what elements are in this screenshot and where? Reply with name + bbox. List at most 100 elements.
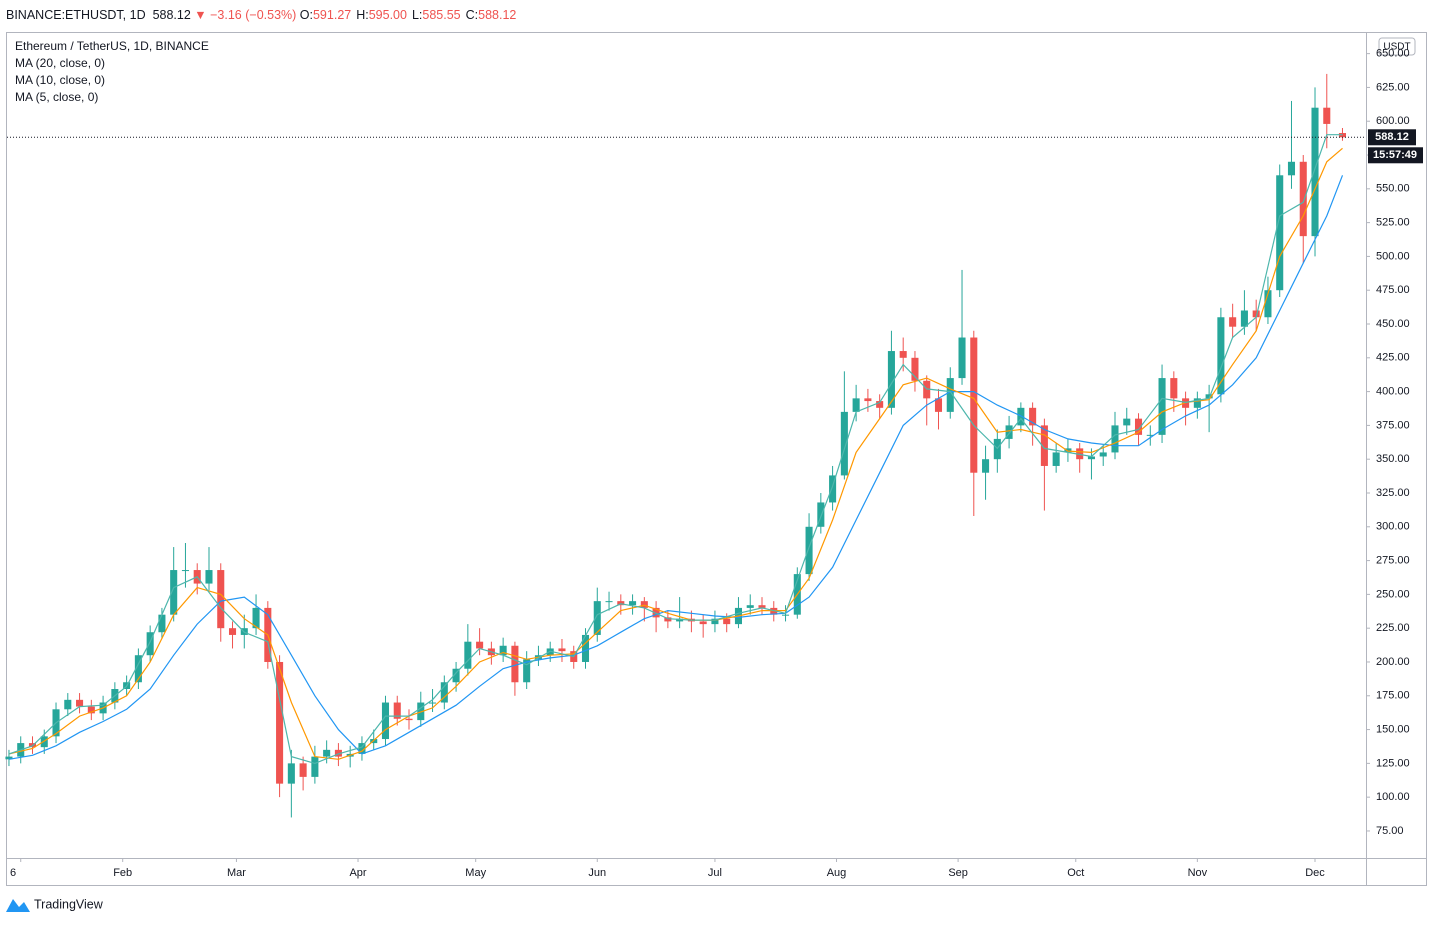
frame [6,32,1427,886]
chart-title: Ethereum / TetherUS, 1D, BINANCE [15,39,209,53]
candle-body [664,617,672,622]
candle-body [311,756,319,777]
candle-body [5,756,13,760]
candle [440,675,448,710]
candle [217,563,225,642]
y-tick-label: 525.00 [1376,217,1410,229]
candle-body [1323,107,1331,124]
candle-body [746,605,754,608]
candle-body [923,380,931,399]
candle-body [899,351,907,358]
candle [817,492,825,534]
ohlc-value: 588.12 [478,8,517,22]
candle [699,614,707,638]
legend-entry: MA (10, close, 0) [15,73,105,87]
candle [170,547,178,622]
candle-body [1005,425,1013,439]
y-tick-label: 225.00 [1376,622,1410,634]
candle-body [276,661,284,784]
candle [864,388,872,412]
candle-body [758,605,766,608]
candle-body [358,743,366,754]
candle-body [1111,425,1119,453]
legend: MA (20, close, 0) MA (10, close, 0) MA (5,… [15,56,105,104]
x-tick-label: Feb [113,867,132,879]
candle [970,330,978,516]
candle [829,465,837,511]
candle-body [228,628,237,635]
candle-body [887,351,895,408]
candle [1170,371,1178,412]
candle [228,621,237,649]
y-tick-label: 75.00 [1376,825,1404,837]
candle-body [934,398,943,412]
brand-logo: TradingView [6,897,104,912]
candle [287,749,295,818]
x-tick-label: Apr [349,867,366,879]
candle-body [911,357,919,381]
candle-body [829,475,837,503]
candle-body [87,706,95,714]
candle [405,709,413,730]
candle-body [558,648,566,652]
logo-icon [6,899,30,912]
candle-body [617,601,625,606]
candle [923,375,931,426]
candle [1052,442,1060,473]
candle-body [1123,418,1131,426]
x-tick-label: Jul [708,867,722,879]
candle [146,625,154,662]
candle-body [652,607,660,618]
candle-body [629,601,637,606]
y-tick-label: 200.00 [1376,656,1410,668]
ohlc: O:591.27 H:595.00 L:585.55 C:588.12 [300,8,522,22]
legend-entry: MA (20, close, 0) [15,56,105,70]
last-price: 588.12 [152,8,191,22]
currency: USDT [1383,42,1410,53]
y-tick-label: 300.00 [1376,521,1410,533]
candle [5,749,13,767]
candle-body [1040,425,1048,466]
candle-body [452,668,460,683]
candle [1276,164,1284,297]
candle [770,601,778,622]
candle [1182,391,1190,426]
candle-body [970,337,978,473]
candle-body [381,702,390,740]
candle [464,624,472,676]
ohlc-value: 595.00 [368,8,407,22]
x-tick-label: May [465,867,486,879]
candle-body [640,601,648,608]
candle [1193,391,1201,419]
candle-body [287,763,295,784]
candle [982,445,990,500]
candle [711,610,719,633]
candle [1076,442,1084,473]
candle [499,637,507,662]
candle [558,638,566,662]
candle [276,655,284,798]
x-tick-label: Jun [588,867,606,879]
y-tick-label: 375.00 [1376,419,1410,431]
candle-body [1134,418,1143,435]
candle [629,594,637,615]
ohlc-value: 591.27 [312,8,352,22]
candle-body [1299,161,1307,237]
ohlc-label: C: [465,8,479,22]
candle [205,547,213,591]
candle [840,371,848,480]
candle-body [523,659,531,683]
candle [1217,307,1225,403]
candle [876,394,884,419]
y-tick-label: 400.00 [1376,386,1410,398]
symbol: BINANCE:ETHUSDT, 1D [6,8,146,22]
candle [1299,155,1307,264]
candle [1311,87,1319,257]
candle-body [134,655,142,683]
candle-body [1170,378,1178,399]
candle [758,597,766,615]
candle-body [982,459,990,473]
candle-body [770,607,778,615]
candle-body [476,641,484,649]
candle-body [429,702,437,704]
